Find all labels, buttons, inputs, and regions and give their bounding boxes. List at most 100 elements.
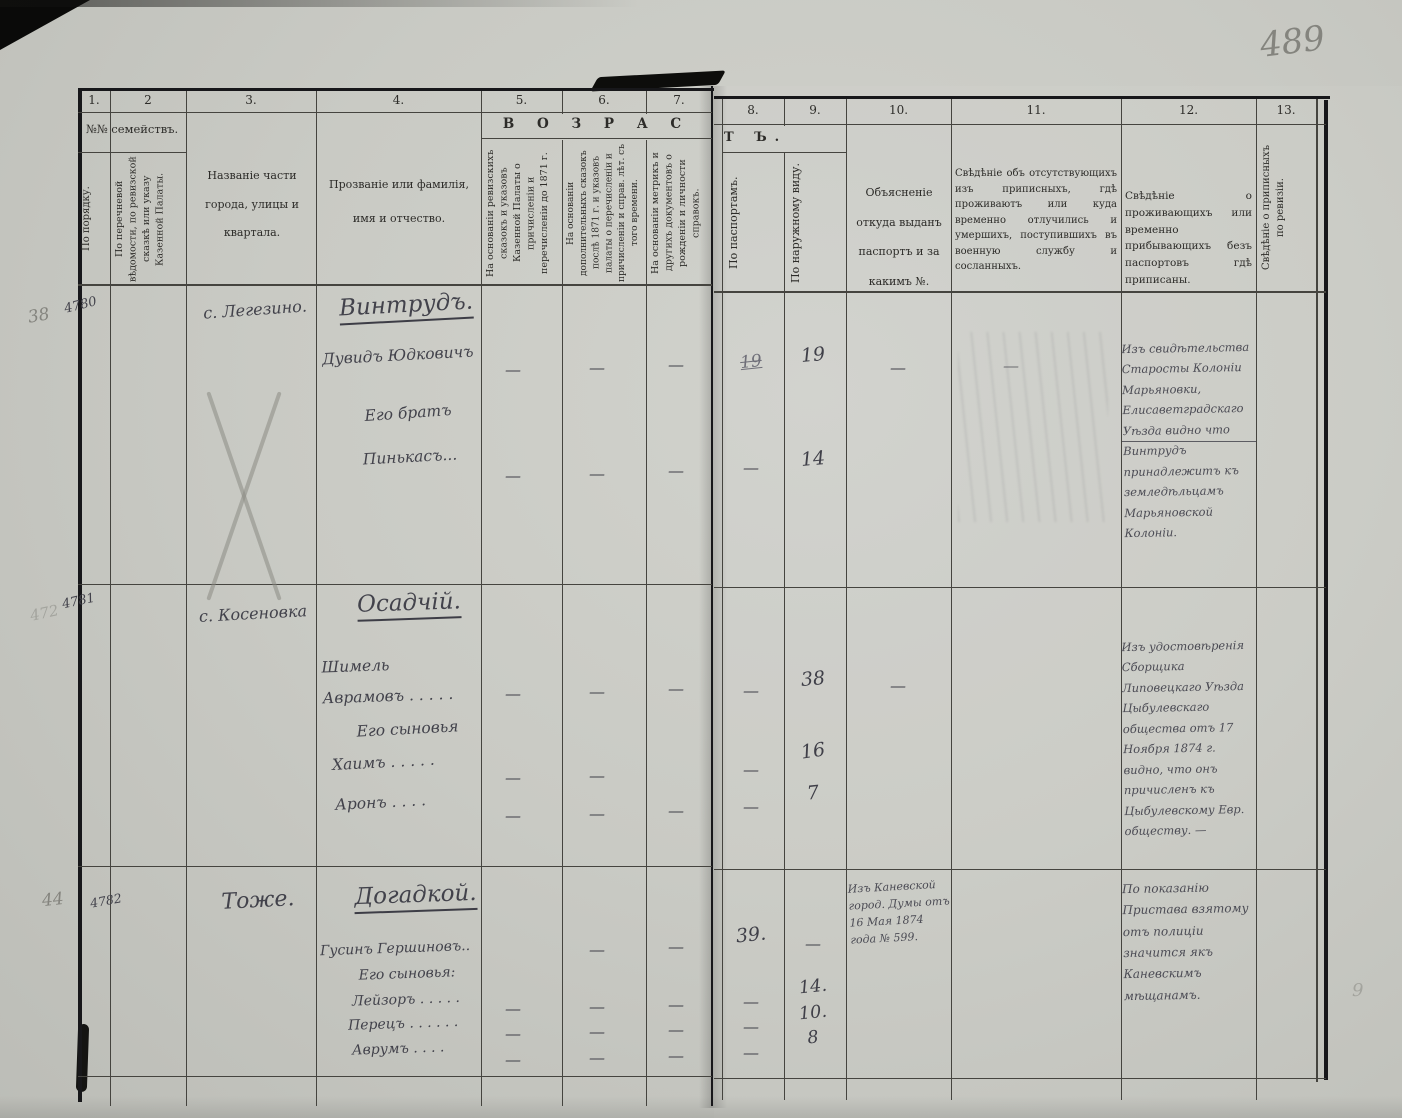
- age-cell: —: [505, 806, 521, 825]
- margin-note: 44: [41, 888, 65, 912]
- age-cell: —: [668, 679, 684, 698]
- person-name: Лейзоръ . . . . .: [351, 989, 461, 1010]
- column-header-9: По наружному виду.: [789, 163, 802, 283]
- column-number-10: 10.: [888, 103, 909, 117]
- age-cell: —: [505, 1024, 521, 1043]
- grid-line: [714, 869, 1326, 870]
- locality: с. Легезино.: [202, 296, 308, 323]
- age-cell: 38: [799, 666, 827, 692]
- age-cell: —: [505, 768, 521, 787]
- age-cell: 14: [799, 446, 827, 472]
- person-name: Гусинъ Гершиновъ..: [319, 937, 471, 960]
- grid-line: [784, 98, 785, 126]
- age-cell: —: [743, 681, 759, 700]
- age-cell: —: [743, 760, 759, 779]
- column-number-11: 11.: [1026, 103, 1046, 117]
- age-cell: —: [743, 1017, 759, 1036]
- grid-line: [722, 152, 846, 153]
- person-name: Пинькасъ...: [362, 445, 458, 469]
- age-cell: —: [505, 360, 521, 379]
- column-number-13: 13.: [1276, 103, 1296, 117]
- grid-line: [714, 1078, 1326, 1079]
- column-header-3: Названіе части города, улицы и квартала.: [205, 169, 299, 240]
- column-number-6: 6.: [598, 93, 610, 107]
- entry-number: 4781: [60, 590, 97, 613]
- grid-line: [722, 98, 723, 1100]
- grid-line: [562, 88, 563, 114]
- person-name: Хаимъ . . . . .: [331, 750, 436, 775]
- grid-line: [1324, 100, 1328, 1080]
- grid-line: [78, 584, 712, 585]
- margin-note: 38: [26, 304, 52, 328]
- grid-line: [78, 88, 82, 1102]
- column-number-7: 7.: [673, 93, 685, 107]
- age-cell: —: [589, 464, 605, 483]
- age-cell: 19: [799, 342, 827, 368]
- grid-line: [711, 86, 713, 1106]
- person-name: Шимель Аврамовъ . . . . .: [321, 656, 454, 708]
- grid-line: [714, 587, 1326, 588]
- column-number-3: 3.: [245, 93, 257, 107]
- column-header-2: По перечневой вѣдомости, по ревизской ск…: [114, 156, 166, 282]
- age-cell: —: [668, 995, 684, 1014]
- bottom-edge-shade: [0, 1096, 1402, 1118]
- age-cell: —: [589, 1022, 605, 1041]
- person-name: Дувидъ Юдковичъ: [321, 342, 474, 369]
- header-age-banner-right: Т Ъ.: [724, 130, 788, 145]
- age-cell: —: [505, 684, 521, 703]
- column-number-8: 8.: [747, 103, 759, 117]
- margin-note: 472: [28, 601, 61, 625]
- age-cell: —: [589, 940, 605, 959]
- grid-line: [1121, 98, 1122, 1100]
- age-cell: —: [505, 1050, 521, 1069]
- grid-line: [714, 96, 1330, 99]
- column-header-13: Свѣдѣніе о приписныхъ по ревизіи.: [1261, 145, 1287, 271]
- age-cell: —: [743, 458, 759, 477]
- age-cell: —: [743, 992, 759, 1011]
- grid-line: [846, 98, 847, 1100]
- grid-line: [78, 284, 712, 286]
- age-cell: —: [743, 797, 759, 816]
- age-cell: —: [890, 358, 906, 377]
- right-margin-pencil-note: 9: [1352, 980, 1364, 1001]
- header-age-banner-left: В О З Р А С: [502, 116, 691, 132]
- column-header-5: На основаніи ревизскихъ сказокъ и указов…: [485, 149, 550, 277]
- age-cell: —: [668, 1046, 684, 1065]
- grid-line: [78, 88, 714, 91]
- age-cell: —: [589, 1048, 605, 1067]
- column-header-10: Объясненіе откуда выданъ паспортъ и за к…: [856, 186, 942, 289]
- grid-line: [481, 88, 482, 1106]
- family-surname: Догадкой.: [328, 879, 504, 915]
- grid-line: [1122, 441, 1256, 442]
- grid-line: [481, 138, 712, 139]
- person-name: Аронъ . . . .: [334, 791, 427, 814]
- age-cell: —: [890, 676, 906, 695]
- grid-line: [78, 1076, 712, 1077]
- grid-line: [78, 866, 712, 867]
- age-cell: —: [505, 999, 521, 1018]
- age-cell: —: [589, 766, 605, 785]
- remark-col12: По показанію Пристава взятому отъ полиці…: [1121, 880, 1249, 1003]
- top-left-corner-shadow: [0, 0, 90, 50]
- locality: с. Косеновка: [198, 601, 308, 626]
- grid-line: [1256, 98, 1257, 1100]
- remark-col12: Изъ удостовѣренія Сборщика Липовецкаго У…: [1121, 638, 1245, 839]
- grid-line: [186, 88, 187, 1106]
- age-cell: —: [1003, 356, 1019, 375]
- age-cell: —: [668, 937, 684, 956]
- grid-line: [78, 152, 186, 153]
- remark-col12: Изъ свидѣтельства Старосты Колоніи Марья…: [1121, 339, 1250, 541]
- entry-number: 4782: [88, 890, 123, 911]
- column-header-6: На основаніи дополнительныхъ сказокъ пос…: [566, 144, 640, 282]
- column-number-5: 5.: [515, 93, 528, 107]
- column-header-12: Свѣдѣніе о проживающихъ или временно при…: [1125, 190, 1252, 286]
- column-number-4: 4.: [392, 93, 405, 107]
- grid-line: [1316, 98, 1318, 1082]
- person-name: Аврумъ . . . .: [351, 1039, 445, 1059]
- grid-line: [714, 291, 1326, 293]
- column-header-8: По паспортамъ.: [727, 176, 740, 270]
- column-number-1: 1.: [88, 93, 100, 107]
- person-relation: Его сыновья:: [358, 964, 456, 984]
- grid-line: [562, 140, 563, 1106]
